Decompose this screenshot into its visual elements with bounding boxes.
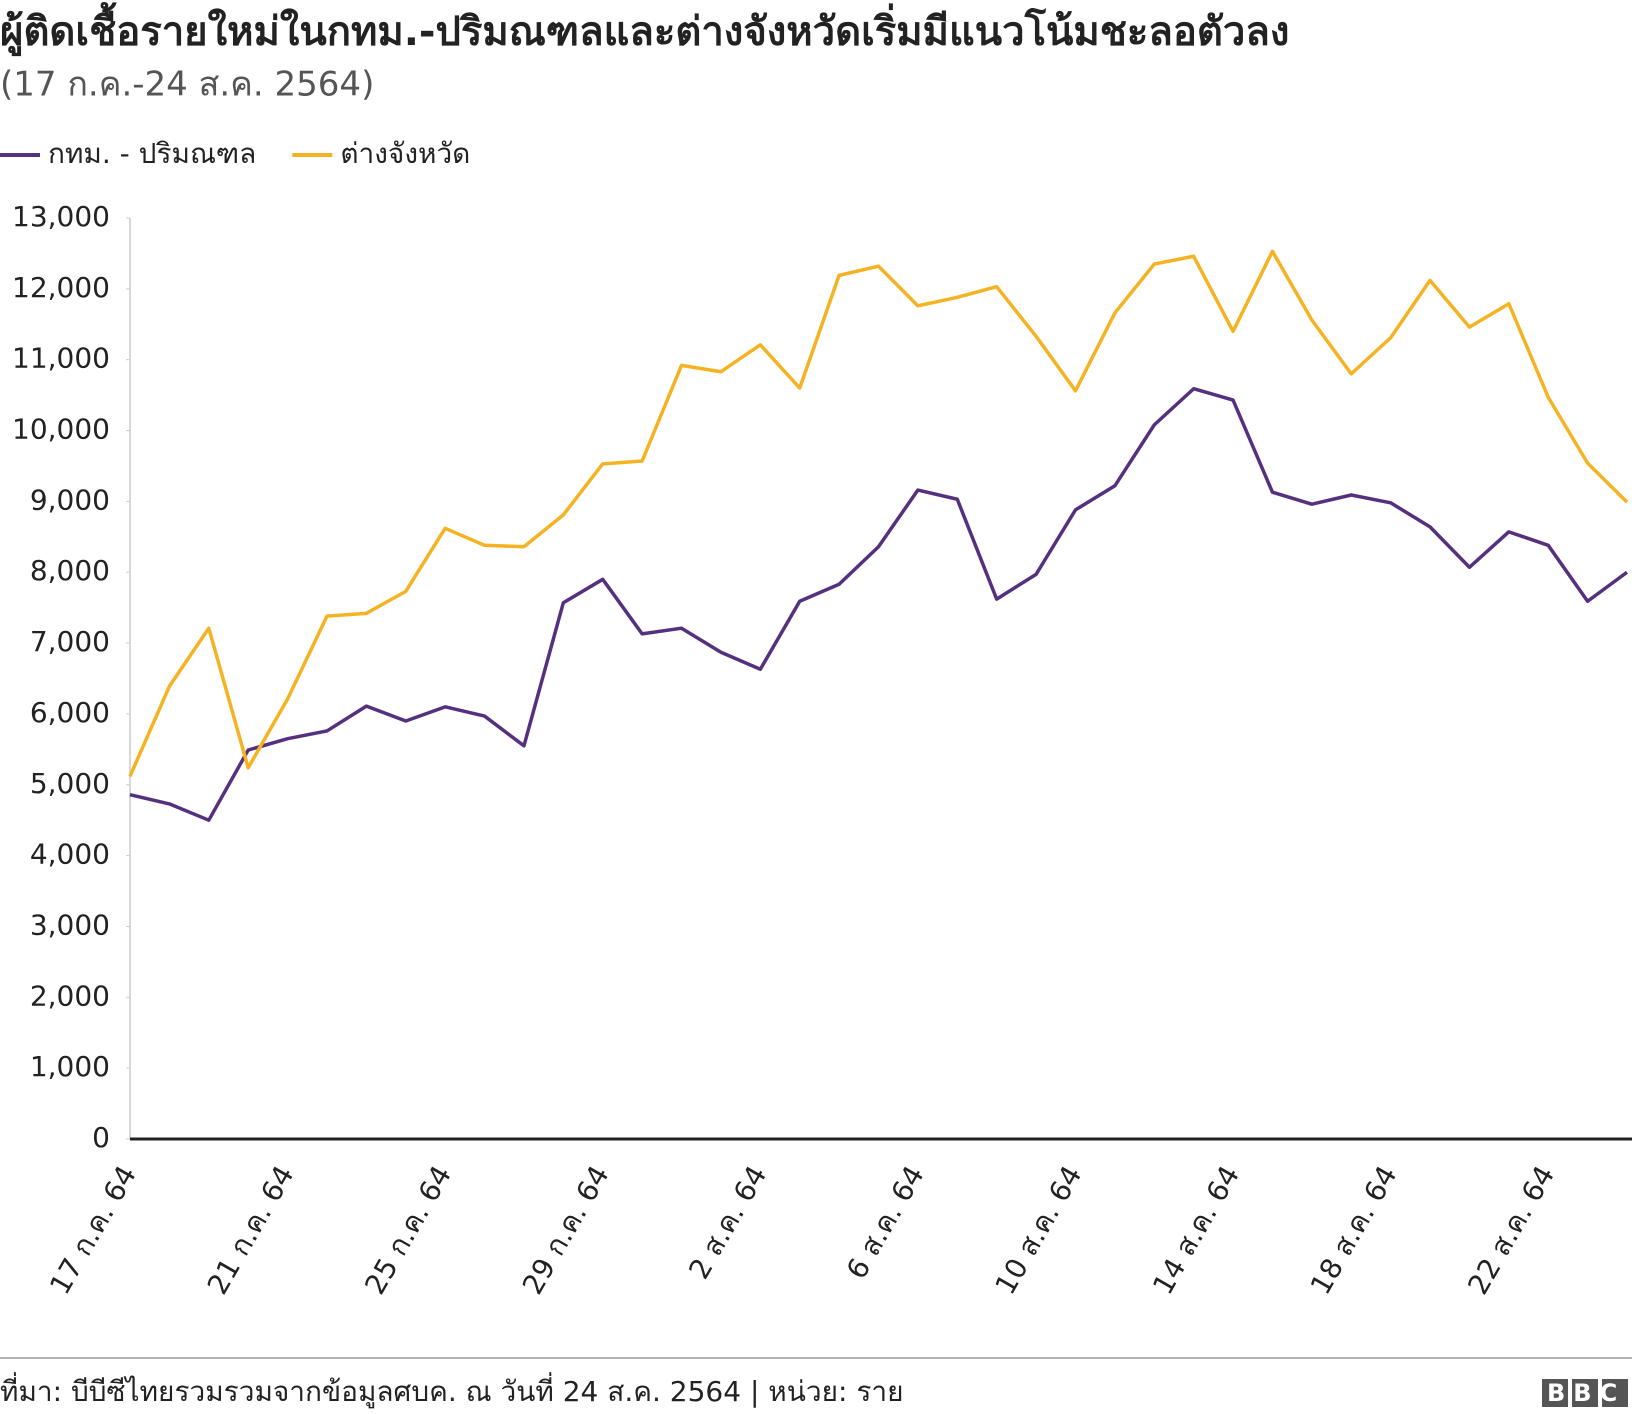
- y-tick-label: 1,000: [30, 1050, 110, 1083]
- y-tick-label: 6,000: [30, 696, 110, 729]
- source: ที่มา: บีบีซีไทยรวมรวมจากข้อมูลศบค. ณ วั…: [0, 1372, 904, 1409]
- series-line: [129, 386, 1629, 822]
- y-tick-label: 7,000: [30, 625, 110, 658]
- y-tick-label: 12,000: [12, 271, 110, 304]
- x-tick-label: 22 ส.ค. 64: [1461, 1160, 1561, 1300]
- y-tick-label: 2,000: [30, 979, 110, 1012]
- logo-box: [1572, 1379, 1598, 1407]
- y-tick-label: 0: [92, 1121, 110, 1154]
- y-tick-label: 13,000: [12, 200, 110, 233]
- y-tick-label: 11,000: [12, 342, 110, 375]
- logo-box: [1542, 1379, 1568, 1407]
- x-tick-label: 6 ส.ค. 64: [840, 1160, 931, 1285]
- y-tick-label: 8,000: [30, 554, 110, 587]
- x-tick-label: 14 ส.ค. 64: [1146, 1160, 1246, 1300]
- legend-label: กทม. - ปริมณฑล: [48, 137, 256, 170]
- logo-box: [1602, 1379, 1628, 1407]
- x-tick-label: 10 ส.ค. 64: [989, 1160, 1089, 1300]
- x-tick-label: 25 ก.ค. 64: [358, 1160, 458, 1300]
- chart-title: ผู้ติดเชื้อรายใหม่ในกทม.-ปริมณฑลและต่างจ…: [0, 2, 1289, 56]
- logo-text: BBC: [1547, 1379, 1625, 1407]
- x-tick-label: 2 ส.ค. 64: [682, 1160, 773, 1285]
- y-tick-label: 10,000: [12, 413, 110, 446]
- chart-subtitle: (17 ก.ค.-24 ส.ค. 2564): [0, 65, 374, 105]
- y-tick-label: 5,000: [30, 767, 110, 800]
- legend-label: ต่างจังหวัด: [340, 137, 470, 170]
- x-tick-label: 17 ก.ค. 64: [43, 1160, 143, 1300]
- series-line: [128, 249, 1629, 777]
- x-tick-label: 18 ส.ค. 64: [1304, 1160, 1404, 1300]
- y-tick-label: 4,000: [30, 838, 110, 871]
- y-tick-label: 9,000: [30, 483, 110, 516]
- y-tick-label: 3,000: [30, 908, 110, 941]
- logo: BBC: [1542, 1379, 1628, 1407]
- x-tick-label: 21 ก.ค. 64: [201, 1160, 301, 1300]
- x-tick-label: 29 ก.ค. 64: [516, 1160, 616, 1300]
